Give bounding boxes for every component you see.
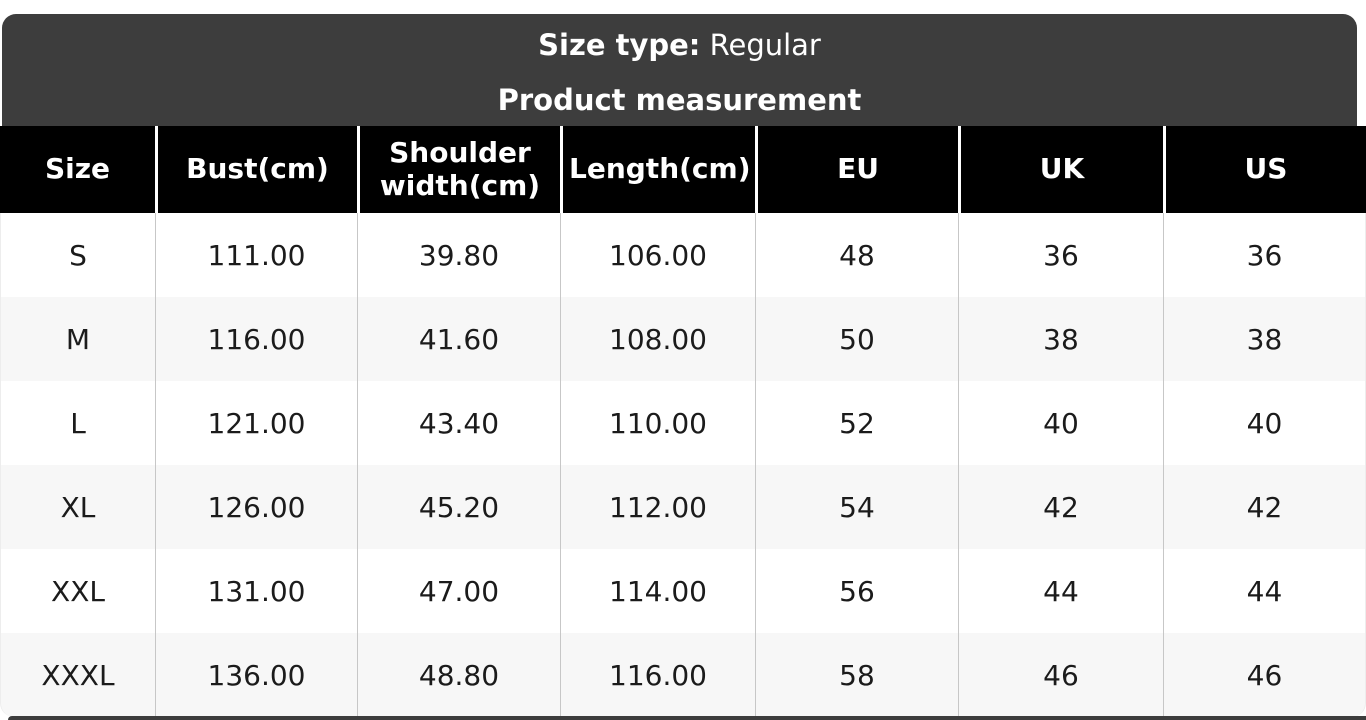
- table-cell: 111.00: [155, 213, 357, 297]
- table-cell: 36: [958, 213, 1163, 297]
- table-cell: 46: [958, 633, 1163, 717]
- size-chart-header-band: Size type: Regular Product measurement: [2, 14, 1357, 126]
- table-cell: 114.00: [560, 549, 755, 633]
- table-cell: 116.00: [560, 633, 755, 717]
- table-cell: 47.00: [357, 549, 560, 633]
- table-cell: 39.80: [357, 213, 560, 297]
- size-chart-table-body: S 111.00 39.80 106.00 48 36 36 M 116.00 41.60 108.…: [0, 213, 1366, 717]
- table-cell: 44: [1163, 549, 1366, 633]
- table-cell: 38: [958, 297, 1163, 381]
- column-header-shoulder: Shoulder width(cm): [357, 126, 560, 213]
- size-type-line: Size type: Regular: [538, 26, 821, 64]
- table-cell: 136.00: [155, 633, 357, 717]
- table-cell: 42: [1163, 465, 1366, 549]
- table-row: S 111.00 39.80 106.00 48 36 36: [0, 213, 1366, 297]
- next-section-band-edge: [8, 716, 1366, 720]
- table-cell: 58: [755, 633, 958, 717]
- table-cell: 131.00: [155, 549, 357, 633]
- table-cell: 56: [755, 549, 958, 633]
- table-cell: 110.00: [560, 381, 755, 465]
- size-type-value: Regular: [709, 28, 821, 62]
- table-cell: 50: [755, 297, 958, 381]
- table-row: M 116.00 41.60 108.00 50 38 38: [0, 297, 1366, 381]
- product-measurement-title: Product measurement: [497, 83, 862, 117]
- table-cell: 108.00: [560, 297, 755, 381]
- table-cell: 116.00: [155, 297, 357, 381]
- table-cell: 46: [1163, 633, 1366, 717]
- table-cell: 40: [1163, 381, 1366, 465]
- table-cell: XL: [0, 465, 155, 549]
- table-cell: M: [0, 297, 155, 381]
- column-header-us: US: [1163, 126, 1366, 213]
- table-cell: S: [0, 213, 155, 297]
- size-chart-table: Size Bust(cm) Shoulder width(cm) Length(…: [0, 126, 1366, 717]
- table-header-row: Size Bust(cm) Shoulder width(cm) Length(…: [0, 126, 1366, 213]
- table-cell: 44: [958, 549, 1163, 633]
- table-cell: 112.00: [560, 465, 755, 549]
- table-cell: 41.60: [357, 297, 560, 381]
- table-cell: 38: [1163, 297, 1366, 381]
- table-row: XL 126.00 45.20 112.00 54 42 42: [0, 465, 1366, 549]
- table-cell: XXL: [0, 549, 155, 633]
- table-cell: XXXL: [0, 633, 155, 717]
- table-cell: 40: [958, 381, 1163, 465]
- table-cell: 48: [755, 213, 958, 297]
- column-header-uk: UK: [958, 126, 1163, 213]
- table-cell: 48.80: [357, 633, 560, 717]
- table-cell: 42: [958, 465, 1163, 549]
- table-cell: 121.00: [155, 381, 357, 465]
- table-cell: 36: [1163, 213, 1366, 297]
- table-row: L 121.00 43.40 110.00 52 40 40: [0, 381, 1366, 465]
- table-cell: 54: [755, 465, 958, 549]
- column-header-bust: Bust(cm): [155, 126, 357, 213]
- table-cell: L: [0, 381, 155, 465]
- size-type-label: Size type:: [538, 28, 701, 62]
- table-row: XXXL 136.00 48.80 116.00 58 46 46: [0, 633, 1366, 717]
- table-cell: 52: [755, 381, 958, 465]
- table-cell: 126.00: [155, 465, 357, 549]
- column-header-length: Length(cm): [560, 126, 755, 213]
- column-header-size: Size: [0, 126, 155, 213]
- table-cell: 106.00: [560, 213, 755, 297]
- table-cell: 43.40: [357, 381, 560, 465]
- table-cell: 45.20: [357, 465, 560, 549]
- table-row: XXL 131.00 47.00 114.00 56 44 44: [0, 549, 1366, 633]
- column-header-eu: EU: [755, 126, 958, 213]
